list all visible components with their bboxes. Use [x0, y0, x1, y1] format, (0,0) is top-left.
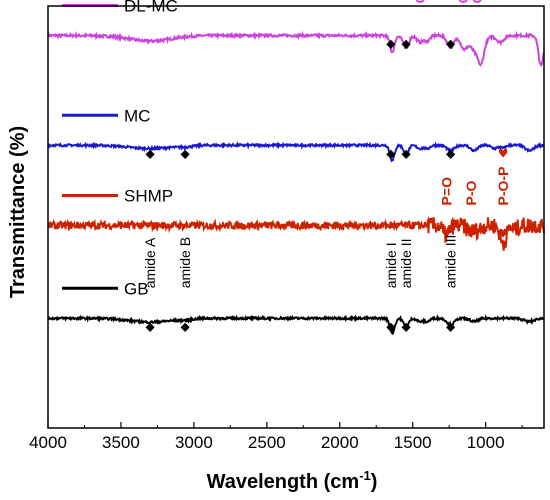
- peak-marker: ◆: [402, 37, 412, 51]
- x-tick-label-1000: 1000: [467, 433, 505, 452]
- peak-marker: ◆: [181, 146, 191, 160]
- annotation-amide-i: amide I: [383, 242, 399, 288]
- peak-marker: ◆: [146, 319, 156, 333]
- plot-area: [47, 30, 545, 336]
- peak-marker: ◆: [386, 37, 396, 51]
- annotation-p-o: P=O: [438, 177, 454, 206]
- peak-marker: ♥: [498, 146, 509, 160]
- annotation-amide-iii: amide III: [443, 235, 459, 289]
- annotation-amide-a: amide A: [142, 237, 158, 288]
- peak-marker: ◆: [146, 146, 156, 160]
- series-line-gb: [47, 314, 545, 336]
- legend-label-dl-mc: DL-MC: [124, 0, 178, 16]
- annotation-c-c-o: C-C-O: [469, 0, 485, 4]
- series-line-shmp: [47, 216, 545, 251]
- series-line-mc: [47, 141, 545, 163]
- x-tick-label-3000: 3000: [175, 433, 213, 452]
- legend-label-mc: MC: [124, 106, 150, 125]
- peak-marker: ♥: [441, 226, 452, 240]
- peak-marker: ◆: [181, 319, 191, 333]
- x-tick-label-2000: 2000: [321, 433, 359, 452]
- x-axis: 4000 3500 3000 2500 2000 1500 1000: [29, 422, 523, 452]
- peak-marker: ♥: [466, 226, 477, 240]
- annotation-amide-b: amide B: [177, 237, 193, 288]
- annotation-c-o-c: C-O-C: [455, 0, 471, 4]
- legend: DL-MC MC SHMP GB: [62, 0, 178, 298]
- x-tick-label-4000: 4000: [29, 433, 67, 452]
- x-axis-title-end: ): [371, 471, 378, 493]
- x-axis-title: Wavelength (cm-1): [207, 468, 378, 493]
- peak-marker: ◆: [446, 319, 456, 333]
- x-axis-title-exponent: -1: [359, 468, 371, 483]
- annotation-p-o: P-O: [463, 180, 479, 205]
- plot-frame: [47, 5, 545, 429]
- peak-marker: ◆: [386, 146, 396, 160]
- legend-label-gb: GB: [124, 279, 149, 298]
- peak-marker: ◆: [446, 146, 456, 160]
- peak-marker: ◆: [402, 146, 412, 160]
- x-tick-label-3500: 3500: [102, 433, 140, 452]
- peak-marker: ◆: [402, 319, 412, 333]
- peak-marker: ♥: [498, 226, 509, 240]
- annotation-c-h: C-H: [412, 0, 428, 4]
- peak-marker: ◆: [446, 37, 456, 51]
- series-line-dl-mc: [47, 30, 545, 68]
- x-tick-label-2500: 2500: [248, 433, 286, 452]
- annotation-p-o-p: P-O-P: [495, 167, 511, 206]
- x-tick-label-1500: 1500: [394, 433, 432, 452]
- legend-label-shmp: SHMP: [124, 186, 173, 205]
- y-axis-title: Transmittance (%): [7, 126, 29, 298]
- x-axis-title-main: Wavelength (cm: [207, 471, 360, 493]
- peak-marker: ◆: [386, 319, 396, 333]
- annotation-layer: ◆ ◆ ◆ C-H C-O-CC-C-O ◆ ◆ ◆ ◆ ◆ ♥ ♥ ♥ ♥ P=O P-O P-O-P ◆ ◆ ◆ ◆…: [142, 0, 511, 333]
- annotation-amide-ii: amide II: [398, 238, 414, 288]
